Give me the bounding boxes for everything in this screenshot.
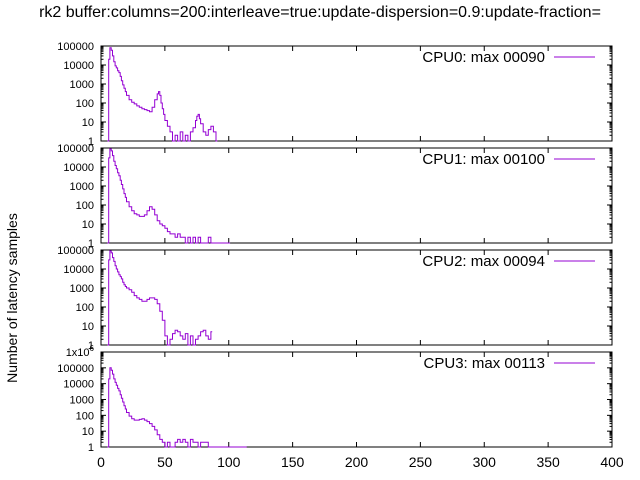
y-tick-label: 100000 xyxy=(57,41,94,53)
y-tick-label: 1x106 xyxy=(66,344,95,359)
y-tick-label: 1 xyxy=(88,442,94,454)
y-tick-label: 1000 xyxy=(70,395,94,407)
y-tick-label: 100 xyxy=(76,410,94,422)
y-tick-label: 100000 xyxy=(57,143,94,155)
y-tick-label: 1 xyxy=(88,238,94,250)
x-axis: 0 50 100 150 200 250 300 350 400 xyxy=(97,454,624,470)
y-tick-label: 10 xyxy=(82,219,94,231)
panel-cpu2: 1 10 100 1000 10000 100000 CPU2: max 00094 xyxy=(57,245,613,352)
y-tick-label: 10000 xyxy=(63,379,94,391)
panel-cpu3: 1 10 100 1000 10000 100000 1x106 CPU3: max 0011… xyxy=(57,344,613,454)
y-tick-label: 100000 xyxy=(57,245,94,257)
panel-cpu0: 1 10 100 1000 10000 100000 CPU0: max 00090 xyxy=(57,41,613,148)
x-tick-label: 200 xyxy=(345,454,369,470)
series-line-cpu1 xyxy=(107,148,231,244)
series-line-cpu3 xyxy=(107,367,247,448)
y-tick-label: 100 xyxy=(76,200,94,212)
legend-label: CPU3: max 00113 xyxy=(424,355,545,372)
y-tick-label: 1 xyxy=(88,340,94,352)
x-tick-label: 100 xyxy=(217,454,241,470)
y-tick-label: 10000 xyxy=(63,60,94,72)
x-tick-label: 400 xyxy=(600,454,624,470)
x-tick-label: 50 xyxy=(157,454,173,470)
y-tick-label: 1 xyxy=(88,136,94,148)
y-axis-label: Number of latency samples xyxy=(4,213,20,383)
chart-title: rk2 buffer:columns=200:interleave=true:u… xyxy=(39,4,601,21)
y-tick-label: 100 xyxy=(76,98,94,110)
x-tick-label: 150 xyxy=(281,454,305,470)
y-tick-label: 100 xyxy=(76,302,94,314)
x-tick-label: 350 xyxy=(536,454,560,470)
legend-label: CPU2: max 00094 xyxy=(422,253,545,270)
series-line-cpu0 xyxy=(107,47,218,142)
x-tick-label: 0 xyxy=(97,454,105,470)
y-tick-label: 1000 xyxy=(70,181,94,193)
y-tick-label: 1000 xyxy=(70,283,94,295)
x-tick-label: 250 xyxy=(409,454,433,470)
y-tick-label: 10 xyxy=(82,321,94,333)
y-tick-label: 10000 xyxy=(63,264,94,276)
legend-label: CPU0: max 00090 xyxy=(422,49,545,66)
series-line-cpu2 xyxy=(107,250,213,346)
x-tick-label: 300 xyxy=(473,454,497,470)
y-tick-label: 10000 xyxy=(63,162,94,174)
y-tick-label: 10 xyxy=(82,426,94,438)
y-tick-label: 100000 xyxy=(57,363,94,375)
y-tick-label: 10 xyxy=(82,117,94,129)
y-tick-label: 1000 xyxy=(70,79,94,91)
legend-label: CPU1: max 00100 xyxy=(422,151,545,168)
panel-cpu1: 1 10 100 1000 10000 100000 CPU1: max 00100 xyxy=(57,143,613,250)
